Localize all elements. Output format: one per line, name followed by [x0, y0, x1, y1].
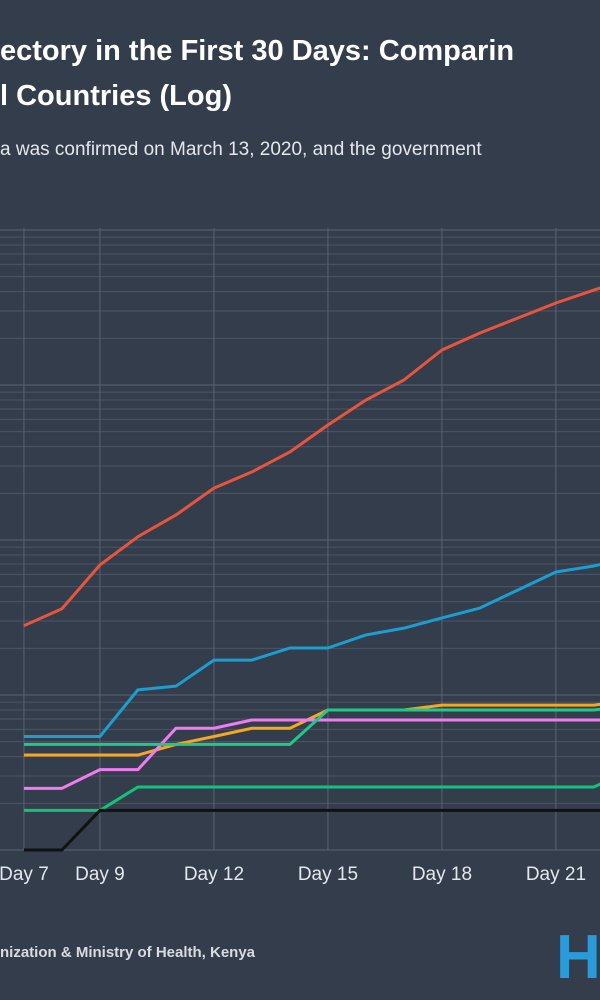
chart-subtitle: a was confirmed on March 13, 2020, and t… — [0, 139, 482, 160]
series-line — [23, 718, 600, 790]
series-line — [23, 702, 600, 757]
chart-title: l Countries (Log) — [0, 80, 232, 112]
series-line — [23, 286, 600, 628]
x-tick-label: Day 9 — [75, 864, 125, 885]
series-line — [23, 562, 600, 738]
series-line — [23, 808, 600, 852]
x-tick-label: Day 12 — [184, 864, 244, 885]
series-line — [23, 782, 600, 812]
logo: H — [556, 923, 600, 992]
x-tick-label: Day 21 — [526, 864, 586, 885]
series-line — [23, 707, 600, 746]
x-tick-label: Day 18 — [412, 864, 472, 885]
x-tick-label: Day 15 — [298, 864, 358, 885]
chart-title: ectory in the First 30 Days: Comparin — [0, 35, 514, 67]
plot — [23, 286, 600, 852]
x-tick-label: Day 7 — [0, 864, 49, 885]
source: nization & Ministry of Health, Kenya — [0, 944, 256, 961]
grid — [0, 228, 600, 851]
